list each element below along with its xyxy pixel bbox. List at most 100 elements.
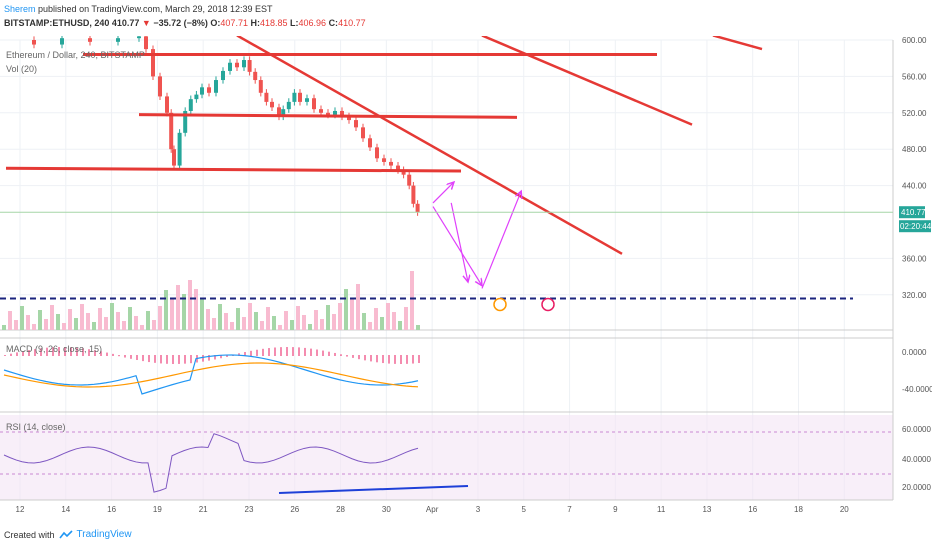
macd-histogram-bar <box>184 355 186 364</box>
volume-bar <box>14 320 18 330</box>
macd-histogram-bar <box>214 355 216 360</box>
published-text: published on TradingView.com, March 29, … <box>38 4 273 14</box>
candle-body <box>228 62 232 71</box>
macd-histogram-bar <box>340 354 342 356</box>
macd-histogram-bar <box>388 355 390 364</box>
candle-body <box>281 109 286 117</box>
macd-histogram-bar <box>142 355 144 362</box>
macd-histogram-bar <box>322 350 324 356</box>
macd-histogram-bar <box>400 355 402 364</box>
macd-histogram-bar <box>250 350 252 356</box>
volume-bar <box>158 306 162 330</box>
macd-histogram-bar <box>166 355 168 364</box>
macd-histogram-bar <box>376 355 378 363</box>
footer: Created with TradingView <box>4 529 132 540</box>
volume-bar <box>110 303 114 330</box>
macd-histogram-bar <box>46 347 48 356</box>
price-tick-label: 440.00 <box>902 182 927 191</box>
resistance-line <box>5 166 462 173</box>
volume-bar <box>38 310 42 330</box>
volume-bar <box>86 313 90 330</box>
x-tick-label: Apr <box>426 505 439 514</box>
volume-bar <box>134 316 138 330</box>
candle-body <box>396 165 400 171</box>
trend-line <box>481 36 693 126</box>
macd-label: MACD (9, 26, close, 15) <box>6 344 102 354</box>
volume-bar <box>308 324 312 330</box>
volume-bar <box>236 308 240 330</box>
volume-bar <box>266 307 270 330</box>
candle-body <box>214 80 218 93</box>
candle-body <box>194 94 199 100</box>
price-tick-label: 320.00 <box>902 291 927 300</box>
volume-bar <box>230 322 234 330</box>
x-tick-label: 28 <box>336 505 345 514</box>
last-price: 410.77 <box>111 18 140 28</box>
price-tick-label: 520.00 <box>902 109 927 118</box>
countdown-tag <box>899 220 931 233</box>
macd-histogram-bar <box>130 355 132 359</box>
volume-bar <box>296 306 300 330</box>
macd-histogram-bar <box>148 355 150 363</box>
volume-bar <box>380 317 384 330</box>
candlesticks <box>32 36 420 216</box>
volume-bar <box>344 289 348 330</box>
publisher-name[interactable]: Sherem <box>4 4 36 14</box>
macd-line <box>3 354 419 395</box>
candle-body <box>116 38 120 42</box>
volume-bar <box>128 307 132 330</box>
volume-bar <box>218 304 222 330</box>
open-label: O: <box>210 18 221 28</box>
candle-body <box>247 60 252 72</box>
macd-histogram-bar <box>118 355 120 357</box>
candle-body <box>258 80 263 93</box>
macd-histogram-bar <box>124 355 126 358</box>
macd-histogram-bar <box>58 347 60 356</box>
candle-body <box>264 92 269 102</box>
macd-histogram-bar <box>202 355 204 362</box>
macd-histogram-bar <box>226 355 228 357</box>
macd-histogram-bar <box>22 351 24 356</box>
volume-bar <box>416 325 420 330</box>
change-value: −35.72 (−8%) <box>153 18 208 28</box>
candle-body <box>375 147 379 159</box>
volume-bar <box>62 323 66 330</box>
volume-bar <box>404 307 408 330</box>
x-tick-label: 7 <box>567 505 572 514</box>
x-tick-label: 18 <box>794 505 803 514</box>
brand-link[interactable]: TradingView <box>76 529 132 540</box>
volume-bar <box>332 314 336 330</box>
candle-body <box>361 127 365 139</box>
macd-histogram-bar <box>274 347 276 356</box>
rsi-label: RSI (14, close) <box>6 422 66 432</box>
publish-info: Sherem published on TradingView.com, Mar… <box>4 4 273 14</box>
macd-histogram-bar <box>304 347 306 356</box>
low-label: L: <box>290 18 299 28</box>
volume-bar <box>224 313 228 330</box>
candle-body <box>169 112 174 150</box>
macd-histogram-bar <box>394 355 396 364</box>
macd-histogram-bar <box>328 351 330 356</box>
volume-bar <box>260 321 264 330</box>
volume-bar <box>104 317 108 330</box>
volume-bar <box>356 284 360 330</box>
macd-histogram-bar <box>346 355 348 357</box>
x-tick-label: 20 <box>840 505 849 514</box>
volume-bar <box>140 325 144 330</box>
candle-body <box>368 138 372 148</box>
price-tick-label: 360.00 <box>902 254 927 263</box>
macd-histogram-bar <box>16 352 18 356</box>
volume-bar <box>326 305 330 330</box>
volume-bar <box>74 318 78 330</box>
volume-bar <box>122 321 126 330</box>
tradingview-logo-icon <box>58 529 73 538</box>
price-tick-label: 600.00 <box>902 36 927 45</box>
macd-histogram-bar <box>238 353 240 356</box>
candle-body <box>158 76 162 97</box>
candle-body <box>401 170 406 175</box>
axes: 12 14 16 19 21 23 26 28 30 Apr 3 5 7 9 11 13 16 18 20 600.0… <box>0 36 932 514</box>
candle-body <box>183 110 188 133</box>
candle-body <box>389 161 393 166</box>
price-tick-label: 560.00 <box>902 72 927 81</box>
